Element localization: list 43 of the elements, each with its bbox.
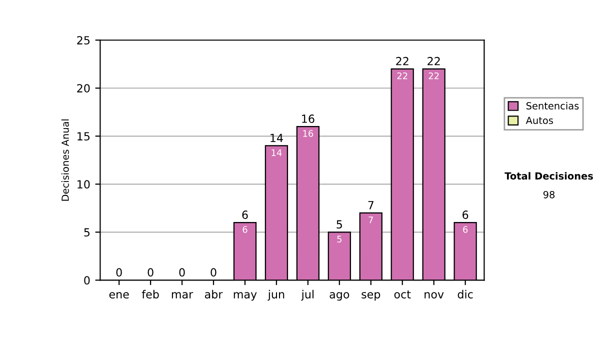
data-label: 22: [397, 72, 408, 80]
x-tick-label: oct: [394, 290, 411, 298]
total-label: 22: [428, 56, 440, 66]
data-label: 14: [272, 149, 282, 156]
data-label: 6: [463, 226, 468, 233]
x-tick-label: jul: [301, 290, 314, 301]
x-tick-label: ago: [330, 292, 350, 301]
y-tick-label: 20: [77, 84, 90, 93]
data-label: 6: [242, 226, 248, 233]
total-label: 0: [210, 268, 216, 277]
total-label: 22: [396, 56, 408, 66]
total-label: 6: [242, 210, 248, 219]
total-label: 0: [148, 268, 154, 277]
x-tick-label: dic: [458, 290, 473, 298]
x-tick-label: ene: [109, 292, 129, 298]
text: 98: [543, 190, 555, 198]
total-label: 6: [462, 210, 468, 219]
x-tick-label: mar: [172, 292, 194, 298]
legend-label: Autos: [526, 116, 553, 124]
total-label: 0: [179, 268, 185, 277]
data-label: 7: [368, 216, 373, 224]
text: Total Decisiones: [504, 172, 593, 180]
total-label: 16: [302, 114, 314, 123]
x-tick-label: jun: [268, 290, 284, 301]
data-label: 16: [303, 130, 314, 137]
y-tick-label: 15: [78, 132, 90, 141]
x-tick-label: abr: [204, 290, 223, 298]
legend-label: Sentencias: [526, 102, 579, 110]
y-tick-label: 25: [77, 36, 90, 44]
total-label: 5: [336, 220, 342, 229]
y-axis-title: Decisiones Anual: [61, 119, 69, 201]
total-label: 14: [270, 134, 283, 142]
x-tick-label: nov: [424, 292, 444, 298]
y-tick-label: 10: [78, 180, 90, 189]
total-label: 0: [116, 268, 122, 277]
data-label: 5: [337, 236, 342, 242]
y-tick-label: 0: [84, 276, 90, 285]
y-tick-label: 5: [84, 228, 90, 237]
data-label: 22: [428, 72, 439, 80]
total-label: 7: [368, 201, 374, 210]
x-tick-label: feb: [142, 290, 159, 298]
x-tick-label: sep: [362, 292, 380, 301]
x-tick-label: may: [234, 292, 257, 301]
